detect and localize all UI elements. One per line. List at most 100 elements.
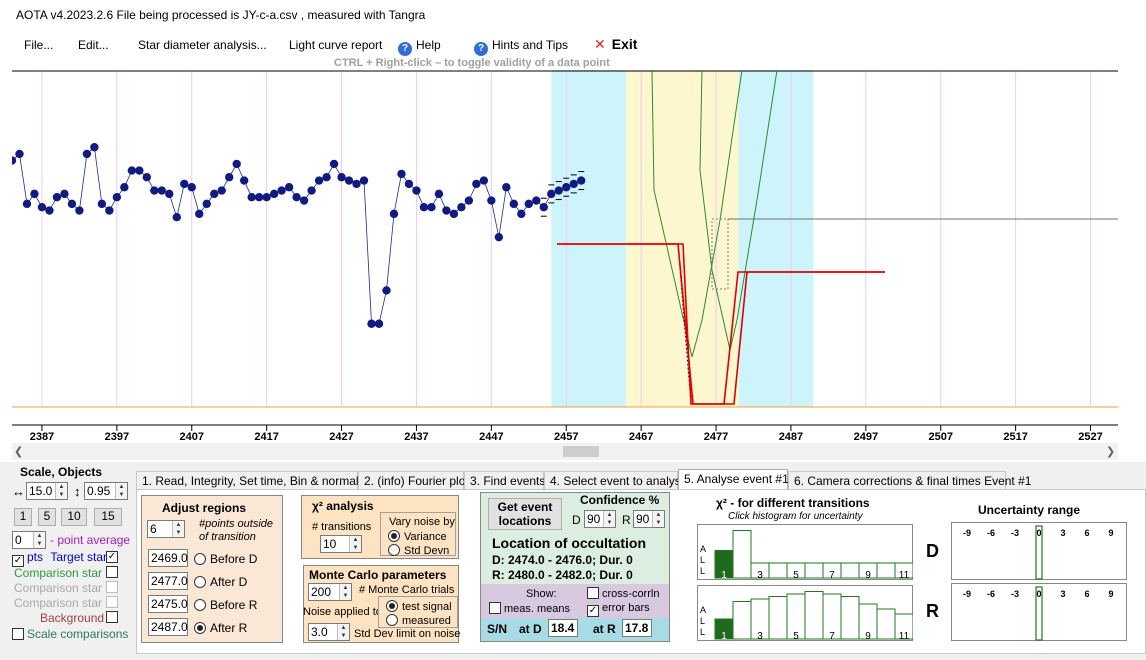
vertical-scale-spinner[interactable]: 0.95 ▲ ▼ [84,482,128,500]
zoom-10-button[interactable]: 10 [61,508,87,526]
tab-find-events[interactable]: 3. Find events [464,471,545,490]
cross-correlation-row[interactable]: cross-corrln [587,587,659,600]
tab-select-event[interactable]: 4. Select event to analyse [544,471,687,490]
data-point[interactable] [232,159,241,169]
menu-light-curve-report[interactable]: Light curve report [289,38,383,52]
histogram-d[interactable]: ALL 1 3 5 7 9 11 [697,524,913,580]
data-point[interactable] [412,186,421,195]
data-point[interactable] [187,183,196,192]
data-point[interactable] [277,186,286,195]
histogram-bar[interactable] [876,562,896,579]
spinner-arrows-icon[interactable]: ▲ ▼ [652,511,664,527]
menu-file[interactable]: File... [24,38,54,52]
data-point[interactable] [112,193,122,202]
cross-correlation-checkbox[interactable] [587,587,599,599]
data-point[interactable] [404,179,414,189]
spinner-arrows-icon[interactable]: ▲ ▼ [33,532,45,548]
data-point[interactable] [157,186,166,195]
std-devn-radio[interactable]: Std Devn [388,544,449,557]
data-point[interactable] [262,193,271,202]
data-point[interactable] [239,176,249,185]
confidence-r-spinner[interactable]: 90 ▲ ▼ [633,510,665,528]
data-point[interactable] [165,189,174,199]
data-point[interactable] [172,212,181,222]
point-average-spinner[interactable]: 0 ▲ ▼ [12,531,46,549]
test-signal-radio[interactable]: test signal [386,600,452,613]
data-point[interactable] [90,143,99,152]
scroll-left-icon[interactable]: ❮ [14,446,24,458]
scale-comparisons-row[interactable]: Scale comparisons [12,627,128,641]
histogram-bar[interactable] [732,601,752,640]
data-point[interactable] [67,199,77,209]
comparison-star-3-checkbox[interactable] [106,596,118,608]
data-point[interactable] [382,286,391,295]
after-r-field[interactable]: 2487.0 [148,618,188,636]
std-dev-limit-spinner[interactable]: 3.0 ▲ ▼ [308,623,350,641]
data-point[interactable] [37,203,47,212]
data-point[interactable] [457,203,466,212]
data-point[interactable] [562,183,571,192]
light-curve-plot[interactable]: 2387 2397 2407 2417 2427 2437 2447 2457 2467 2477… [12,70,1118,443]
get-event-locations-button[interactable]: Get event locations [488,498,562,530]
data-point[interactable] [292,193,301,202]
radio-selected-icon[interactable] [388,530,400,542]
spinner-arrows-icon[interactable]: ▲ ▼ [55,483,67,499]
data-point[interactable] [217,186,226,195]
data-point[interactable] [269,189,279,199]
data-point[interactable] [225,173,234,182]
menu-edit[interactable]: Edit... [78,38,109,52]
target-star-checkbox[interactable]: ✓ [106,551,118,563]
data-point[interactable] [472,179,481,189]
scroll-right-icon[interactable]: ❯ [1106,446,1116,458]
radio-selected-icon[interactable] [386,600,398,612]
data-point[interactable] [419,203,429,212]
data-point[interactable] [142,173,152,182]
data-point[interactable] [367,319,376,328]
after-d-field[interactable]: 2477.0 [148,572,188,590]
monte-carlo-trials-spinner[interactable]: 200 ▲ ▼ [308,583,352,601]
variance-radio[interactable]: Variance [388,530,447,543]
before-r-field[interactable]: 2475.0 [148,595,188,613]
transitions-spinner[interactable]: 10 ▲ ▼ [320,535,362,553]
scale-comparisons-checkbox[interactable] [12,628,24,640]
data-point[interactable] [502,183,511,192]
histogram-bar[interactable] [804,591,824,640]
menu-star-diameter[interactable]: Star diameter analysis... [138,38,267,52]
histogram-bar[interactable] [840,596,860,640]
data-point[interactable] [449,209,459,219]
before-d-field[interactable]: 2469.0 [148,549,188,567]
measured-radio[interactable]: measured [386,614,451,627]
histogram-bar[interactable] [894,613,913,640]
data-point[interactable] [299,196,309,205]
spinner-arrows-icon[interactable]: ▲ ▼ [339,584,351,600]
confidence-d-spinner[interactable]: 90 ▲ ▼ [584,510,616,528]
data-point[interactable] [322,173,331,182]
data-point[interactable] [284,183,294,192]
spinner-arrows-icon[interactable]: ▲ ▼ [115,483,127,499]
data-point[interactable] [180,179,189,189]
data-point[interactable] [487,196,496,205]
pts-checkbox[interactable]: ✓ [12,555,24,567]
data-point[interactable] [374,319,384,328]
data-point[interactable] [539,203,548,212]
radio-icon[interactable] [194,599,206,611]
error-bars-checkbox[interactable]: ✓ [587,605,599,617]
radio-icon[interactable] [388,544,400,556]
data-point[interactable] [577,176,586,185]
error-bars-row[interactable]: ✓ error bars [587,602,650,617]
data-point[interactable] [434,189,444,199]
comparison-star-2-checkbox[interactable] [106,581,118,593]
data-point[interactable] [127,166,137,175]
menu-exit[interactable]: ✕ Exit [594,36,637,53]
radio-icon[interactable] [194,576,206,588]
meas-means-row[interactable]: meas. means [489,602,570,615]
points-outside-spinner[interactable]: 6 ▲ ▼ [147,520,185,538]
background-checkbox[interactable] [106,611,118,623]
tab-read-integrity[interactable]: 1. Read, Integrity, Set time, Bin & norm… [136,471,374,490]
scroll-thumb[interactable] [563,446,599,457]
data-point[interactable] [150,186,159,195]
data-point[interactable] [532,196,541,205]
histogram-bar[interactable] [894,562,913,579]
meas-means-checkbox[interactable] [489,602,501,614]
data-point[interactable] [22,199,32,209]
